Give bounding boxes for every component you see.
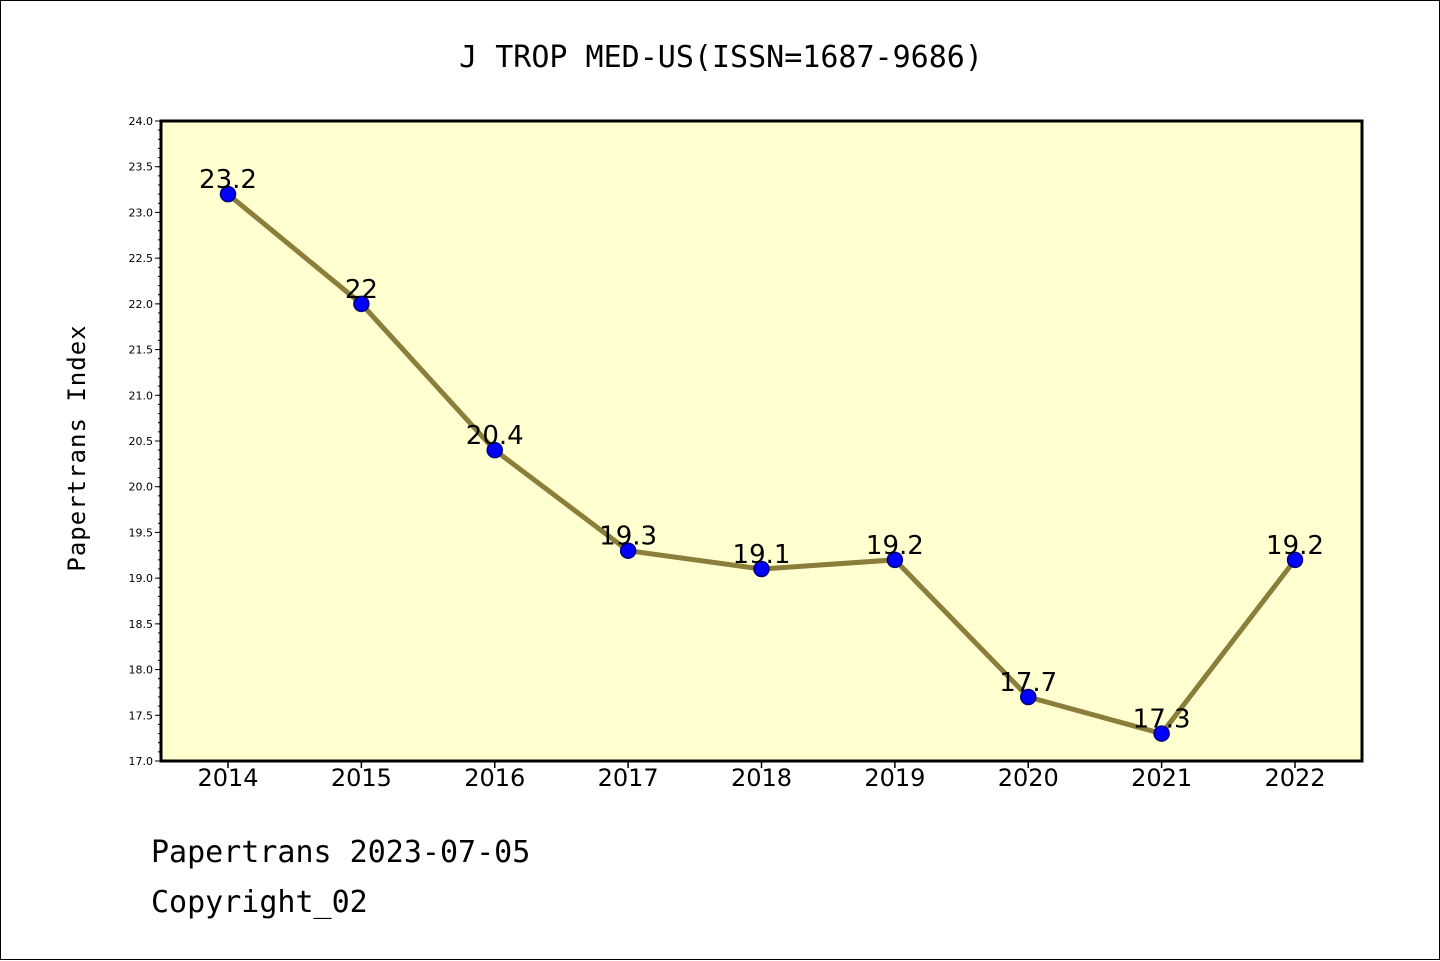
chart-title: J TROP MED-US(ISSN=1687-9686) xyxy=(459,40,983,75)
data-point xyxy=(486,441,503,459)
data-point xyxy=(1020,688,1037,706)
y-tick-label: 22.0 xyxy=(129,298,154,311)
data-point xyxy=(1153,725,1170,742)
plot-border xyxy=(159,119,1364,763)
y-tick-label: 17.0 xyxy=(129,755,154,768)
x-tick-label: 2017 xyxy=(598,764,659,792)
data-point xyxy=(886,551,904,569)
y-tick-label: 21.0 xyxy=(129,389,154,402)
data-label: 19.1 xyxy=(733,540,791,570)
y-tick-label: 17.5 xyxy=(129,709,154,722)
data-point xyxy=(753,560,770,578)
plot-area xyxy=(161,121,1362,761)
x-tick-label: 2022 xyxy=(1264,764,1325,792)
y-tick-label: 24.0 xyxy=(129,115,154,128)
y-tick-label: 19.0 xyxy=(129,572,154,585)
x-tick-label: 2021 xyxy=(1131,764,1192,792)
x-tick-label: 2016 xyxy=(464,764,525,792)
data-label: 19.2 xyxy=(1266,531,1324,561)
y-axis: 17.0 17.5 18.0 18.5 19.0 19.5 20.0 20.5 21.0 21.5… xyxy=(129,115,161,768)
x-tick-label: 2019 xyxy=(864,764,925,792)
x-tick-label: 2015 xyxy=(331,764,392,792)
data-point xyxy=(619,542,637,559)
data-label: 17.3 xyxy=(1133,705,1191,735)
data-point xyxy=(219,185,237,203)
footer-date: Papertrans 2023-07-05 xyxy=(151,835,531,870)
data-point xyxy=(1286,551,1304,569)
y-tick-label: 18.5 xyxy=(129,618,154,631)
y-tick-label: 20.5 xyxy=(129,435,154,448)
data-label: 19.3 xyxy=(599,522,657,552)
data-label: 23.2 xyxy=(199,165,257,195)
data-label: 17.7 xyxy=(999,668,1057,698)
x-tick-label: 2020 xyxy=(998,764,1059,792)
x-axis: 2014 2015 2016 2017 2018 2019 2020 2021 2022 xyxy=(197,761,1326,792)
data-point xyxy=(353,295,370,313)
y-tick-label: 23.0 xyxy=(129,206,154,219)
data-label: 22 xyxy=(345,275,378,305)
x-tick-label: 2018 xyxy=(731,764,792,792)
y-tick-label: 18.0 xyxy=(129,664,154,677)
y-axis-label: Papertrans Index xyxy=(63,324,91,571)
data-label: 20.4 xyxy=(466,421,524,451)
series-layer: 23.2 22 20.4 19.3 19.1 19.2 17.7 17.3 19.2 xyxy=(199,165,1324,742)
y-tick-label: 19.5 xyxy=(129,526,154,539)
y-tick-label: 21.5 xyxy=(129,344,154,357)
footer-copyright: Copyright_02 xyxy=(151,885,368,920)
x-tick-label: 2014 xyxy=(197,764,258,792)
data-label: 19.2 xyxy=(866,531,924,561)
y-tick-label: 22.5 xyxy=(129,252,154,265)
y-tick-label: 20.0 xyxy=(129,481,154,494)
y-tick-label: 23.5 xyxy=(129,161,154,174)
